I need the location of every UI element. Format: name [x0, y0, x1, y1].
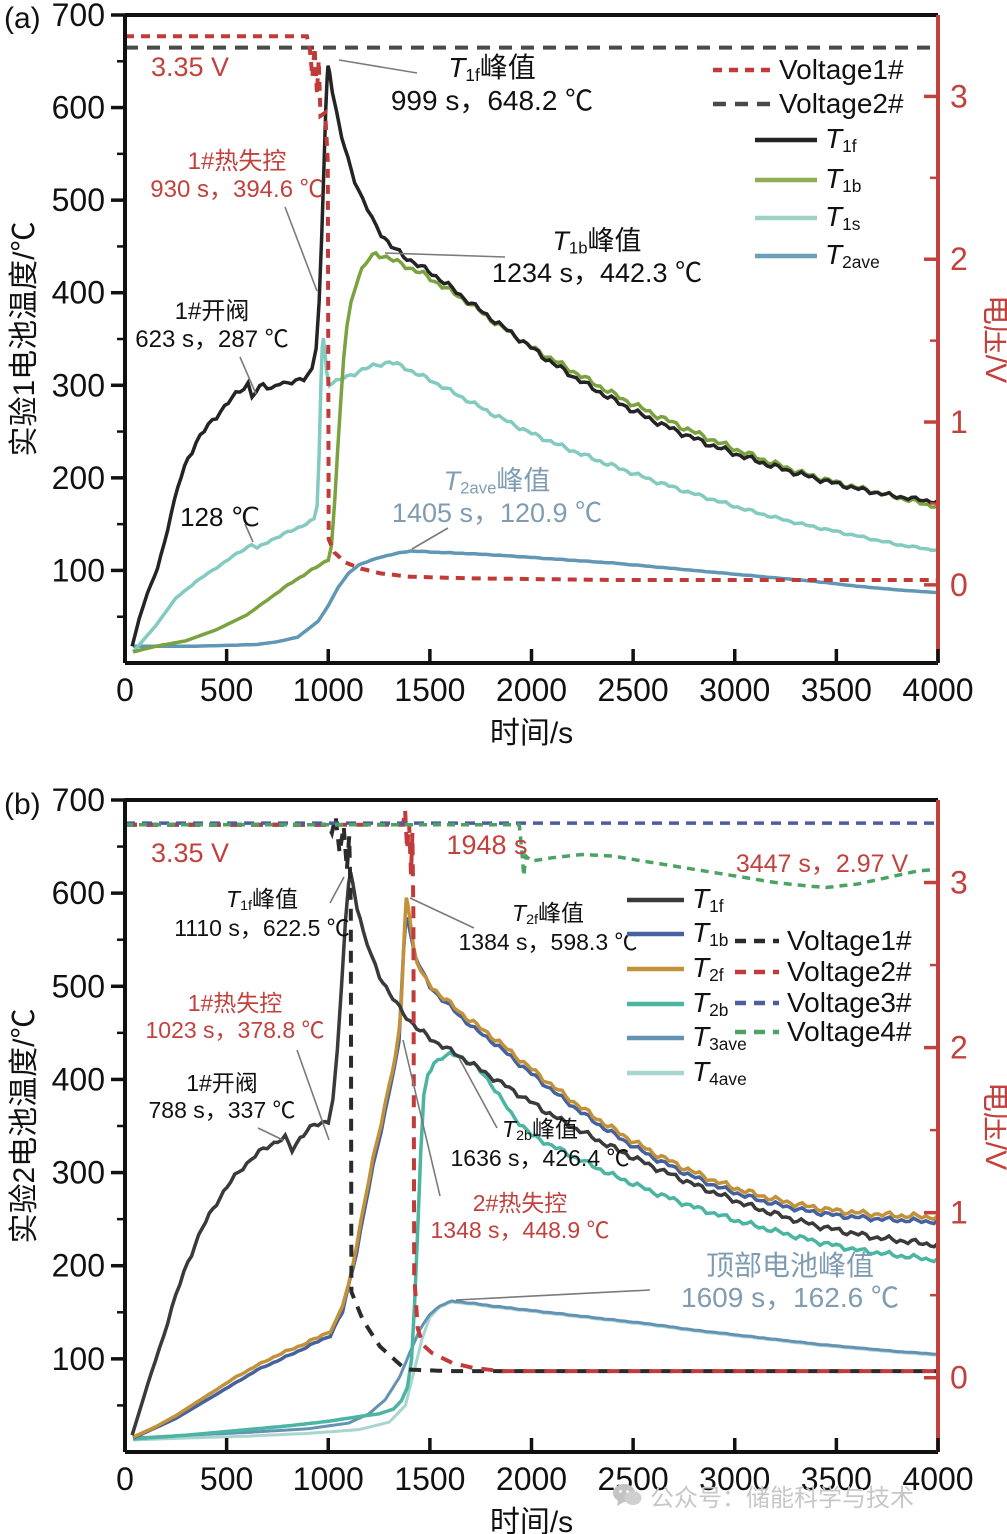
series-T3ave — [133, 1299, 938, 1440]
watermark-text: 公众号：储能科学与技术 — [650, 1485, 914, 1512]
x-tick-label: 4000 — [902, 672, 973, 708]
y-right-tick-label: 2 — [950, 241, 968, 277]
y-right-tick-label: 1 — [950, 1195, 968, 1231]
x-tick-label: 500 — [200, 1461, 253, 1497]
y-left-tick-label: 500 — [52, 968, 105, 1004]
x-tick-label: 500 — [200, 672, 253, 708]
y-left-tick-label: 200 — [52, 1248, 105, 1284]
x-tick-label: 3500 — [801, 1461, 872, 1497]
x-axis-label: 时间/s — [490, 1506, 573, 1534]
y-right-axis-label: 电压/V — [979, 1082, 1007, 1170]
y-right-tick-label: 3 — [950, 78, 968, 114]
series-T1b — [132, 917, 939, 1440]
y-left-tick-label: 300 — [52, 1155, 105, 1191]
series-Voltage1# — [125, 816, 938, 1374]
x-tick-label: 3000 — [699, 672, 770, 708]
plot-area-(a) — [125, 34, 939, 654]
y-left-tick-label: 700 — [52, 782, 105, 818]
x-tick-label: 2000 — [496, 672, 567, 708]
x-tick-label: 1500 — [394, 1461, 465, 1497]
series-Voltage4# — [125, 823, 939, 890]
series-Voltage1# — [125, 34, 938, 582]
annotation-leader-t2f-peak — [409, 897, 475, 929]
y-left-tick-label: 400 — [52, 1061, 105, 1097]
y-left-axis-label: 实验2电池温度/℃ — [8, 1008, 41, 1243]
x-tick-label: 4000 — [902, 1461, 973, 1497]
series-T1f — [130, 871, 939, 1436]
annotation-leader-t2ave-peak — [411, 527, 449, 550]
x-axis-label: 时间/s — [490, 717, 573, 750]
y-right-tick-label: 0 — [950, 567, 968, 603]
annotation-leader-t1b-peak — [384, 252, 506, 258]
annotation-leader-runaway-1 — [284, 206, 318, 292]
x-tick-label: 1000 — [293, 1461, 364, 1497]
y-right-tick-label: 3 — [950, 865, 968, 901]
x-tick-label: 0 — [116, 1461, 134, 1497]
y-left-tick-label: 100 — [52, 1341, 105, 1377]
annotation-leader-t1f-peak-b — [329, 876, 345, 904]
y-left-axis-label: 实验1电池温度/℃ — [8, 221, 41, 456]
y-left-tick-label: 500 — [52, 182, 105, 218]
y-left-tick-label: 700 — [52, 0, 105, 33]
x-tick-label: 1000 — [293, 672, 364, 708]
x-tick-label: 0 — [116, 672, 134, 708]
watermark: 公众号：储能科学与技术 — [612, 1478, 914, 1513]
y-left-tick-label: 600 — [52, 90, 105, 126]
x-tick-label: 2000 — [496, 1461, 567, 1497]
annotation-leader-t1f-peak — [338, 59, 418, 74]
y-left-tick-label: 400 — [52, 275, 105, 311]
wechat-icon — [613, 1483, 642, 1506]
x-tick-label: 3000 — [699, 1461, 770, 1497]
series-T2b — [132, 1050, 939, 1441]
y-right-tick-label: 1 — [950, 404, 968, 440]
y-left-tick-label: 600 — [52, 875, 105, 911]
annotation-leader-top-cell-peak — [455, 1289, 651, 1301]
series-T1b — [132, 250, 939, 654]
annotation-leader-runaway-2 — [402, 1039, 441, 1197]
annotation-leader-t2b-peak — [458, 1057, 498, 1129]
series-T1s — [131, 337, 939, 654]
y-left-tick-label: 100 — [52, 552, 105, 588]
series-T2ave — [133, 549, 939, 649]
y-left-tick-label: 300 — [52, 367, 105, 403]
series-T2f — [132, 897, 939, 1439]
y-right-tick-label: 2 — [950, 1030, 968, 1066]
y-right-axis-label: 电压/V — [979, 295, 1007, 383]
series-Voltage2# — [125, 809, 938, 1374]
y-left-tick-label: 200 — [52, 460, 105, 496]
annotation-leader-runaway-1b — [296, 1049, 330, 1141]
annotation-leader-temp-128 — [244, 523, 254, 543]
annotation-leader-valve-1 — [239, 356, 257, 395]
x-tick-label: 2500 — [598, 672, 669, 708]
plot-area-(b) — [125, 809, 939, 1442]
y-right-tick-label: 0 — [950, 1360, 968, 1396]
series-T1f — [130, 65, 939, 647]
x-tick-label: 1500 — [394, 672, 465, 708]
annotation-leader-valve-1b — [257, 1127, 284, 1141]
x-tick-label: 3500 — [801, 672, 872, 708]
